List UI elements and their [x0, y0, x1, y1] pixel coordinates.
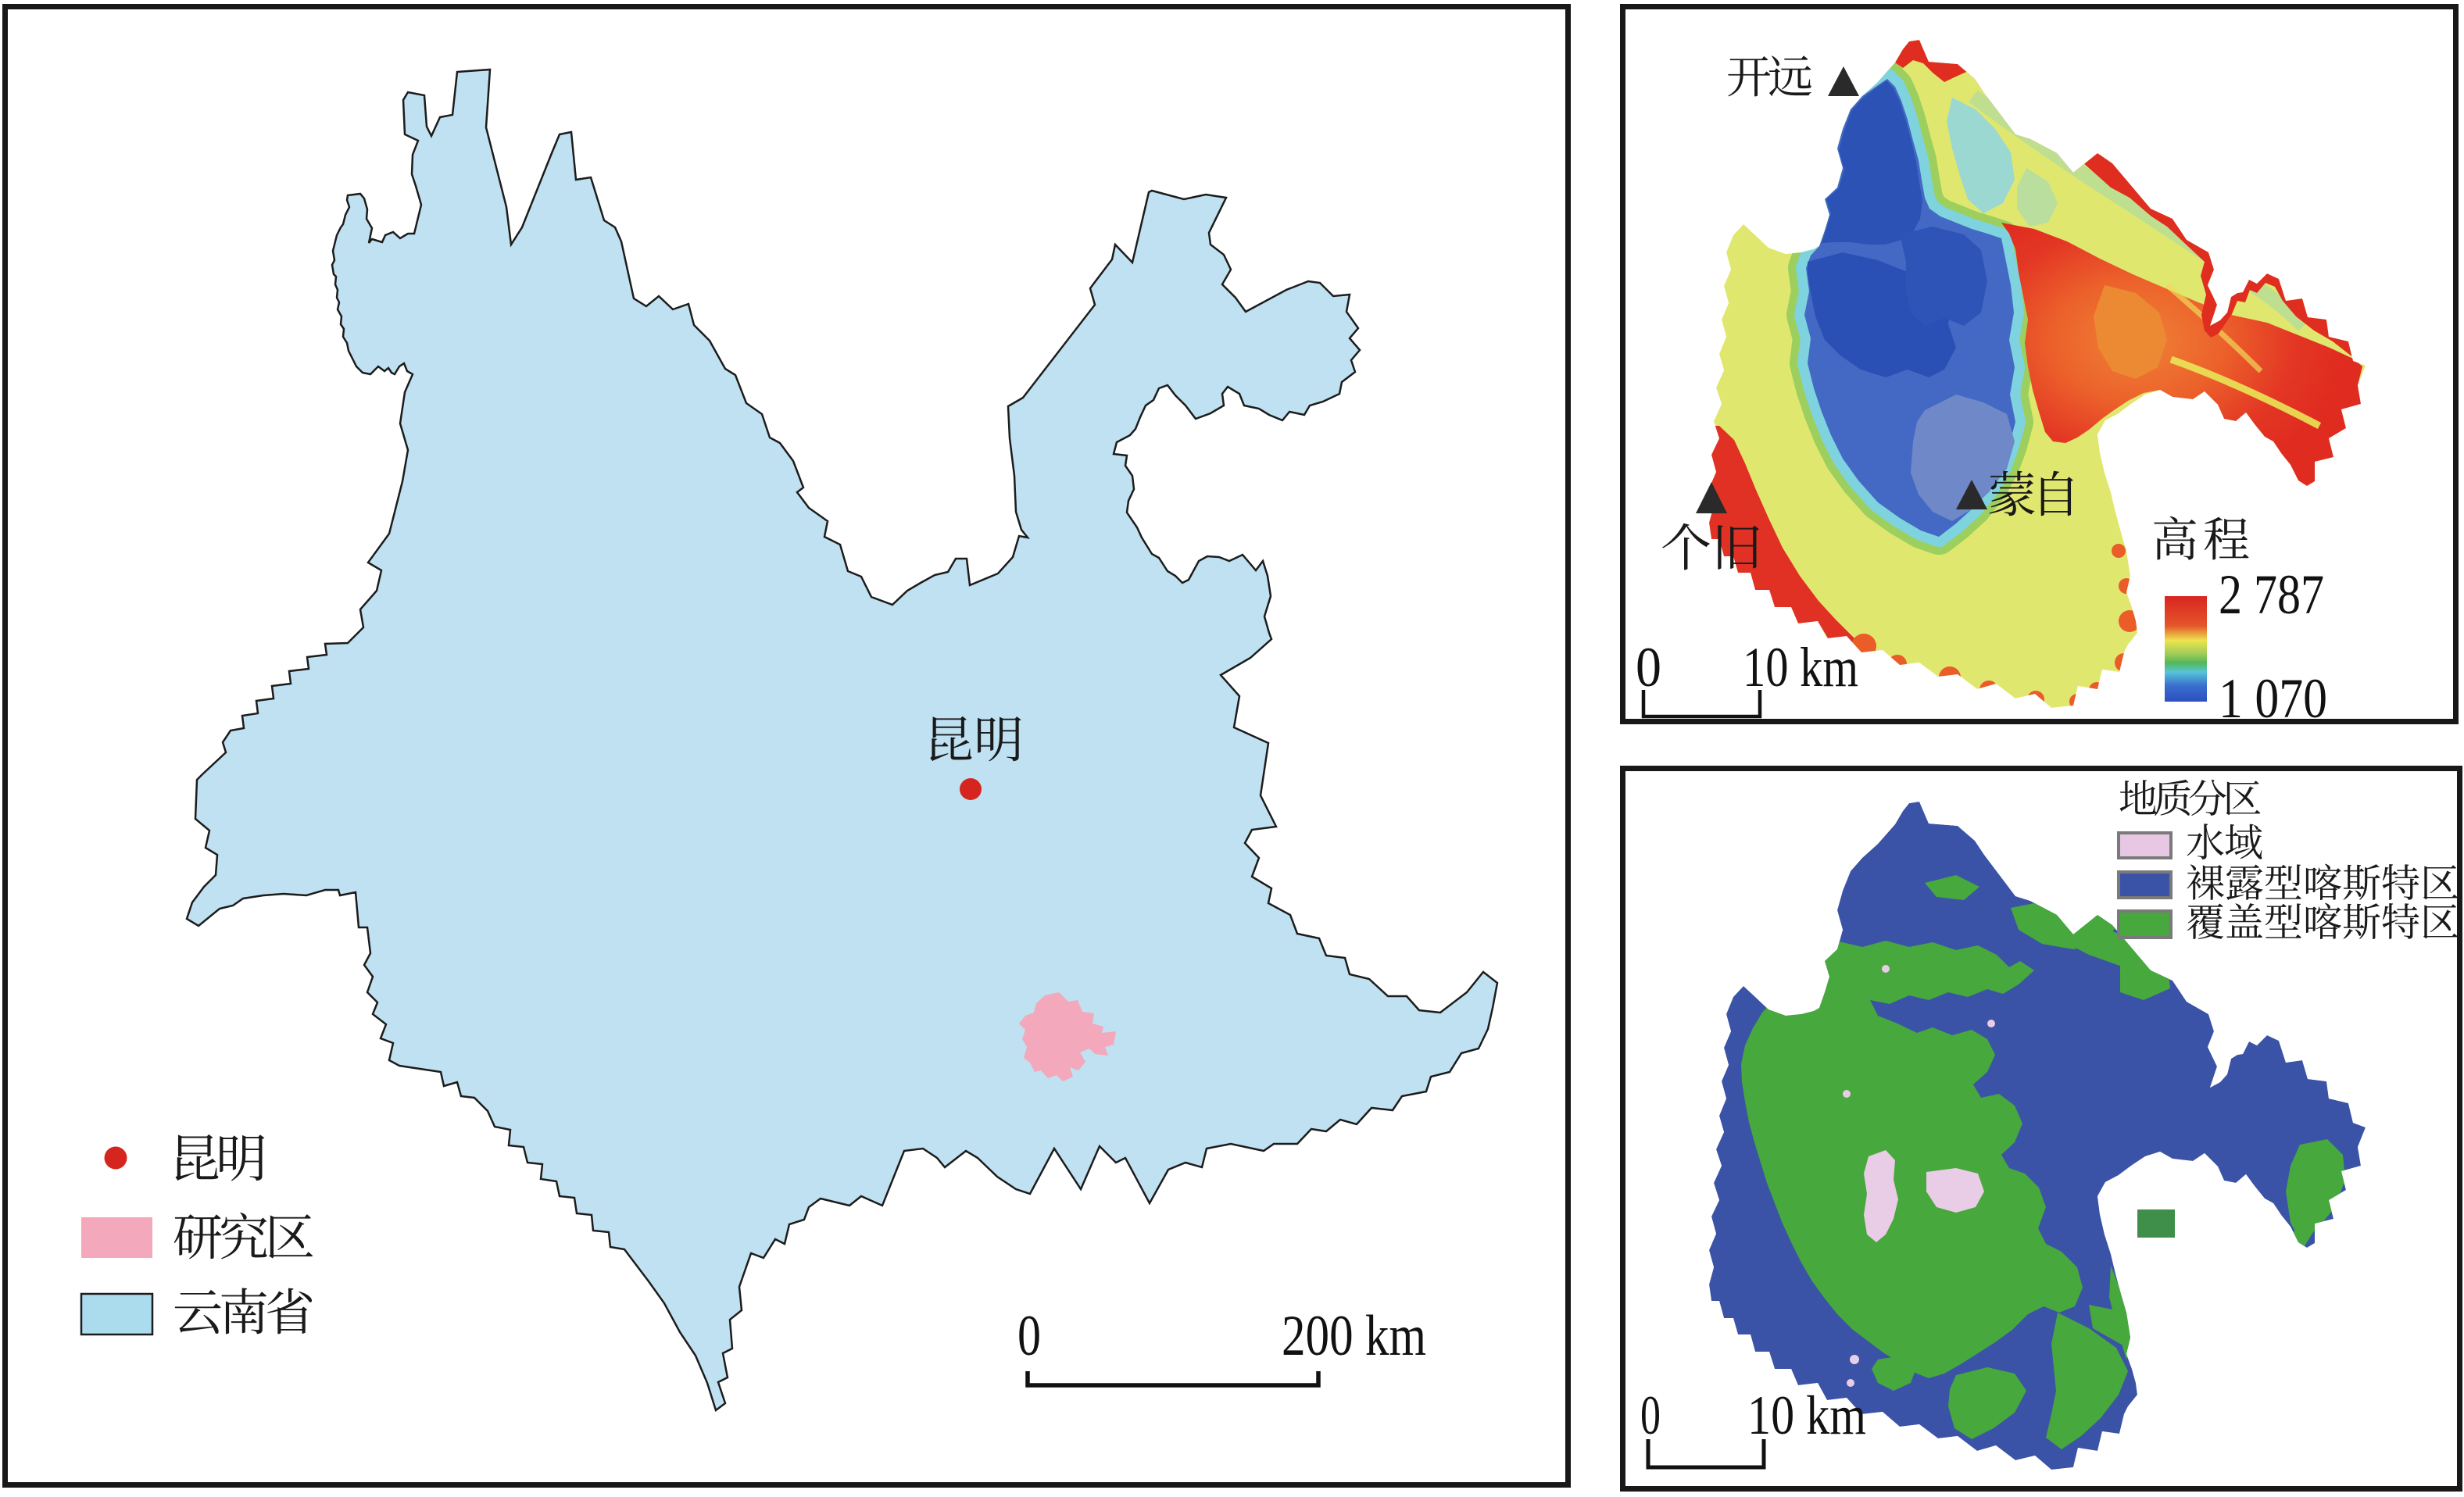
svg-text:0: 0: [1640, 1385, 1661, 1446]
svg-text:0: 0: [1017, 1304, 1041, 1368]
svg-text:200 km: 200 km: [1282, 1304, 1426, 1368]
svg-text:10 km: 10 km: [1743, 636, 1858, 698]
svg-text:0: 0: [1636, 636, 1661, 698]
svg-text:2 787: 2 787: [2219, 563, 2324, 626]
svg-text:10 km: 10 km: [1747, 1385, 1866, 1446]
